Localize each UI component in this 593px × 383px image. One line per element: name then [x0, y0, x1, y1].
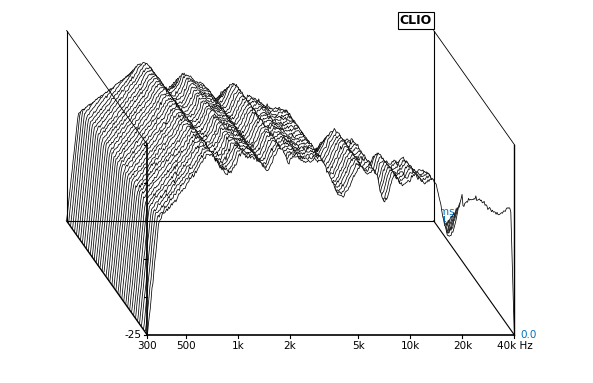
Polygon shape	[100, 83, 467, 268]
Polygon shape	[120, 108, 487, 296]
Text: -15: -15	[125, 254, 142, 264]
Polygon shape	[148, 148, 515, 335]
Polygon shape	[71, 74, 438, 226]
Polygon shape	[108, 92, 475, 280]
Polygon shape	[127, 119, 495, 307]
Polygon shape	[94, 78, 461, 260]
Polygon shape	[118, 106, 485, 293]
Polygon shape	[98, 83, 466, 265]
Polygon shape	[102, 83, 469, 271]
Polygon shape	[124, 113, 491, 302]
Text: 10k: 10k	[401, 341, 420, 351]
Polygon shape	[75, 70, 442, 232]
Polygon shape	[112, 98, 479, 285]
Text: 0: 0	[135, 140, 142, 150]
Polygon shape	[106, 89, 473, 277]
Text: 4.1: 4.1	[439, 216, 456, 226]
Text: 500: 500	[176, 341, 196, 351]
Text: 2k: 2k	[283, 341, 296, 351]
Polygon shape	[138, 134, 505, 321]
Polygon shape	[84, 63, 451, 246]
Polygon shape	[69, 75, 436, 224]
Text: 1.4: 1.4	[492, 291, 509, 301]
Polygon shape	[116, 104, 483, 291]
Text: -25: -25	[125, 330, 142, 340]
Text: -5: -5	[132, 178, 142, 188]
Polygon shape	[136, 131, 503, 318]
Polygon shape	[72, 72, 439, 229]
Text: ms: ms	[439, 207, 455, 217]
Polygon shape	[96, 81, 463, 263]
Polygon shape	[130, 123, 497, 310]
Text: 40k Hz: 40k Hz	[496, 341, 533, 351]
Polygon shape	[88, 69, 455, 252]
Polygon shape	[139, 137, 506, 324]
Polygon shape	[90, 73, 457, 254]
Text: 5k: 5k	[352, 341, 365, 351]
Polygon shape	[132, 127, 499, 313]
Polygon shape	[87, 67, 454, 249]
Polygon shape	[82, 62, 449, 243]
Text: -10: -10	[125, 216, 142, 226]
Polygon shape	[133, 129, 500, 316]
Text: dB: dB	[114, 155, 129, 165]
Text: 1k: 1k	[231, 341, 244, 351]
Polygon shape	[145, 144, 512, 332]
Text: CLIO: CLIO	[400, 14, 432, 27]
Polygon shape	[142, 140, 509, 327]
Polygon shape	[81, 64, 448, 241]
Polygon shape	[126, 117, 493, 304]
Polygon shape	[144, 142, 511, 330]
Polygon shape	[104, 87, 471, 274]
Text: 2.8: 2.8	[465, 252, 482, 262]
Polygon shape	[78, 66, 445, 238]
Text: -20: -20	[125, 292, 142, 302]
Polygon shape	[93, 75, 460, 257]
Polygon shape	[76, 69, 444, 235]
Text: 0.0: 0.0	[520, 330, 537, 340]
Polygon shape	[114, 100, 481, 288]
Polygon shape	[66, 78, 433, 221]
Polygon shape	[110, 96, 477, 282]
Polygon shape	[122, 112, 489, 299]
Text: 300: 300	[138, 341, 157, 351]
Text: 20k: 20k	[453, 341, 472, 351]
